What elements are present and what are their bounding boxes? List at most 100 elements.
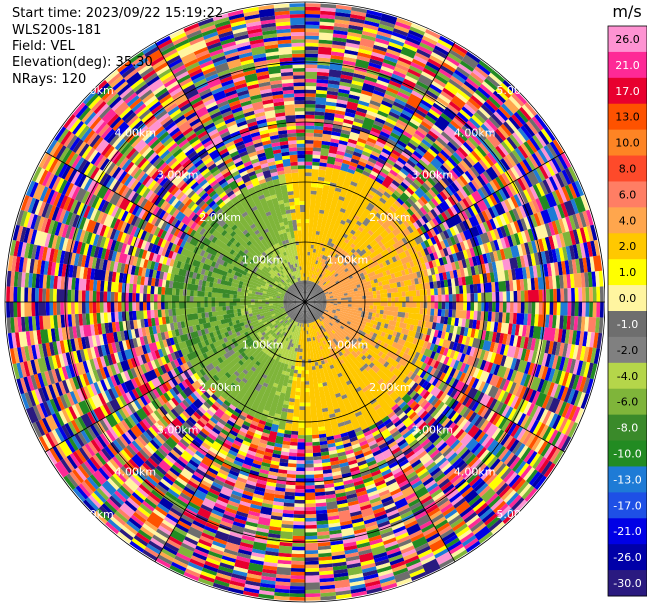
range-gate — [390, 34, 406, 44]
range-gate — [316, 513, 328, 522]
range-gate — [305, 132, 314, 137]
range-gate — [452, 117, 464, 129]
range-gate — [369, 154, 379, 161]
range-gate — [430, 308, 435, 316]
range-gate — [429, 174, 439, 184]
range-gate — [376, 294, 381, 299]
range-gate — [357, 259, 366, 267]
range-gate — [480, 104, 494, 117]
range-gate — [336, 99, 348, 105]
range-gate — [336, 255, 342, 260]
range-gate — [453, 192, 462, 202]
range-gate — [350, 181, 358, 187]
range-gate — [316, 280, 320, 285]
range-gate — [454, 261, 460, 270]
range-gate — [408, 215, 416, 224]
range-gate — [582, 257, 588, 273]
range-gate — [420, 302, 424, 309]
range-gate — [447, 52, 462, 64]
range-gate — [398, 296, 406, 302]
range-gate — [305, 176, 312, 220]
range-gate — [462, 141, 474, 153]
range-gate — [484, 208, 493, 220]
range-gate — [399, 112, 412, 122]
range-gate — [470, 134, 482, 146]
range-gate — [380, 151, 390, 159]
range-gate — [391, 149, 402, 158]
range-gate — [436, 242, 443, 251]
range-gate — [278, 545, 293, 554]
range-gate — [365, 277, 371, 282]
range-gate — [355, 167, 364, 174]
range-gate — [314, 118, 325, 123]
range-gate — [443, 209, 452, 220]
range-gate — [403, 43, 418, 53]
range-gate — [502, 291, 507, 302]
range-gate — [433, 181, 445, 194]
range-gate — [412, 221, 420, 230]
range-gate — [371, 51, 386, 59]
range-gate — [520, 176, 530, 190]
range-gate — [321, 144, 330, 150]
range-gate — [305, 284, 319, 302]
range-gate — [414, 108, 427, 118]
range-gate — [516, 219, 525, 232]
range-gate — [333, 26, 349, 32]
range-gate — [384, 55, 398, 64]
range-gate — [478, 60, 493, 73]
range-gate — [358, 44, 373, 52]
range-gate — [487, 207, 496, 219]
range-gate — [434, 295, 439, 302]
range-gate — [402, 263, 408, 270]
range-gate — [425, 221, 433, 230]
range-gate — [535, 198, 544, 212]
range-gate — [380, 293, 388, 298]
range-gate — [546, 143, 558, 158]
range-gate — [292, 539, 305, 544]
range-gate — [328, 277, 363, 293]
range-gate — [290, 575, 305, 580]
range-gate — [538, 195, 551, 211]
range-gate — [363, 79, 377, 87]
range-gate — [442, 188, 451, 199]
range-gate — [340, 74, 353, 81]
range-gate — [469, 310, 474, 320]
range-gate — [535, 182, 546, 197]
range-gate — [385, 269, 391, 276]
range-gate — [320, 155, 329, 160]
range-gate — [526, 254, 533, 267]
range-gate — [420, 170, 430, 180]
range-gate — [355, 196, 372, 218]
range-gate — [442, 256, 448, 265]
range-gate — [404, 210, 412, 219]
range-gate — [305, 280, 311, 302]
range-gate — [376, 290, 381, 295]
range-gate — [410, 278, 416, 286]
range-gate — [452, 294, 457, 302]
range-gate — [360, 275, 366, 281]
range-gate — [401, 291, 406, 297]
range-gate — [429, 127, 441, 137]
range-gate — [556, 302, 561, 316]
range-gate — [322, 199, 344, 249]
range-gate — [305, 104, 316, 108]
range-gate — [544, 236, 552, 251]
range-gate — [348, 94, 360, 101]
range-gate — [461, 54, 479, 69]
range-gate — [538, 130, 550, 146]
range-gate — [328, 145, 338, 155]
range-gate — [573, 316, 579, 331]
range-gate — [539, 181, 549, 196]
range-gate — [459, 268, 465, 278]
range-gate — [327, 253, 332, 259]
range-gate — [313, 463, 323, 468]
range-gate — [357, 137, 367, 144]
range-gate — [481, 140, 493, 153]
range-gate — [344, 268, 349, 273]
range-gate — [429, 55, 444, 66]
range-gate — [469, 247, 476, 258]
range-gate — [449, 270, 455, 279]
range-gate — [447, 184, 457, 195]
range-gate — [508, 151, 520, 165]
range-gate — [384, 211, 392, 218]
